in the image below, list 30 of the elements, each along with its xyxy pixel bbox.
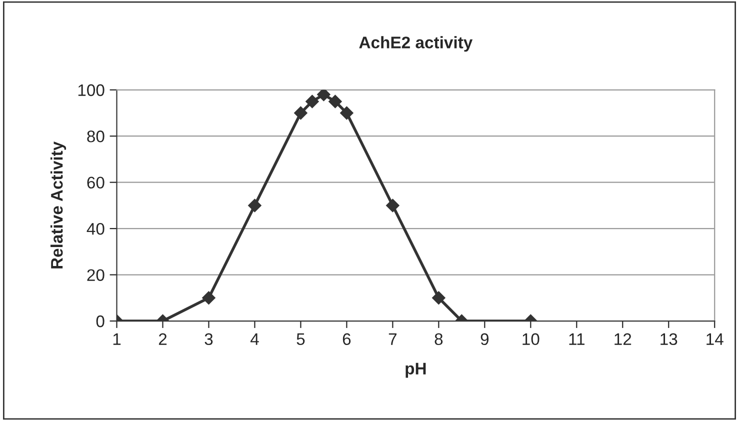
x-tick-label: 2 xyxy=(158,333,167,345)
point xyxy=(317,90,330,102)
point xyxy=(340,106,354,120)
x-tick-label: 13 xyxy=(660,333,678,346)
x-tick-label: 11 xyxy=(569,333,584,345)
x-tick-label: 1 xyxy=(113,333,121,345)
y-tick-label: 60 xyxy=(87,176,104,189)
x-tick-label: 6 xyxy=(342,333,351,346)
y-tick-label: 20 xyxy=(87,269,104,281)
point xyxy=(328,94,342,108)
x-tick-label: 12 xyxy=(614,333,632,345)
chart-title: AchE2 activity xyxy=(359,36,473,52)
y-axis-title: Relative Activity xyxy=(50,141,66,268)
x-tick-label: 9 xyxy=(480,333,489,346)
x-tick-label: 4 xyxy=(250,333,259,345)
point xyxy=(294,106,308,120)
point xyxy=(386,198,400,212)
x-tick-label: 8 xyxy=(434,333,443,346)
y-tick-label: 0 xyxy=(96,315,104,328)
point xyxy=(306,94,319,108)
point xyxy=(248,198,262,212)
x-tick-label: 5 xyxy=(296,333,305,346)
y-tick-label: 80 xyxy=(87,130,104,142)
y-tick-label: 40 xyxy=(86,222,104,235)
x-tick-label: 14 xyxy=(706,333,724,345)
x-tick-label: 3 xyxy=(204,333,213,346)
x-tick-label: 10 xyxy=(522,333,540,346)
x-axis-title: pH xyxy=(406,362,426,378)
y-tick-label: 100 xyxy=(78,84,104,96)
x-tick-label: 7 xyxy=(388,333,396,345)
